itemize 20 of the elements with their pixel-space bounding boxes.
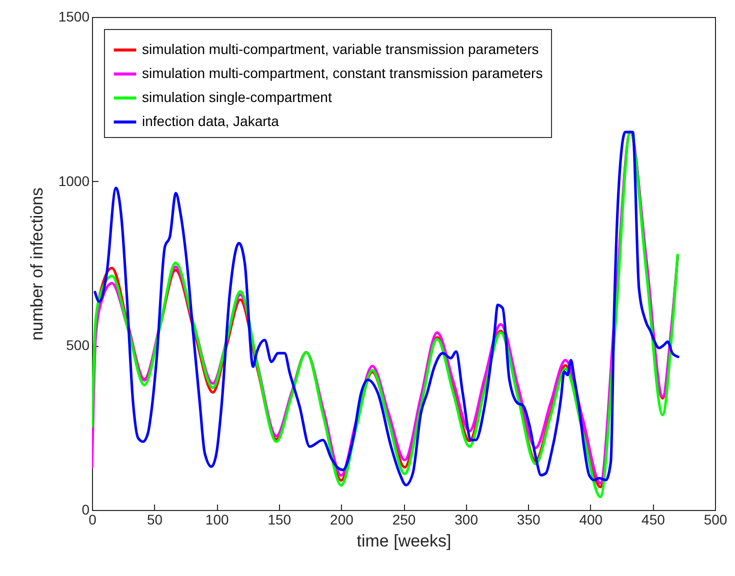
x-tick-label: 500 [704, 512, 728, 528]
x-tick-label: 350 [516, 512, 540, 528]
x-tick-label: 400 [579, 512, 603, 528]
legend-label: simulation single-compartment [142, 89, 332, 105]
x-tick-label: 450 [642, 512, 666, 528]
x-tick-label: 300 [454, 512, 478, 528]
legend-label: infection data, Jakarta [142, 113, 280, 129]
y-tick-label: 1500 [58, 8, 90, 24]
x-axis-title: time [weeks] [356, 532, 452, 550]
x-tick-label: 100 [205, 512, 229, 528]
y-tick-label: 0 [82, 502, 90, 518]
legend-label: simulation multi-compartment, constant transmission parameters [142, 65, 543, 81]
x-tick-label: 250 [392, 512, 416, 528]
x-tick-label: 150 [268, 512, 292, 528]
legend-label: simulation multi-compartment, variable transmission parameters [142, 41, 539, 57]
x-tick-label: 200 [330, 512, 354, 528]
y-axis-title: number of infections [27, 187, 46, 341]
y-tick-label: 500 [66, 337, 90, 354]
x-tick-label: 50 [147, 512, 163, 528]
y-tick-label: 1000 [58, 172, 90, 189]
